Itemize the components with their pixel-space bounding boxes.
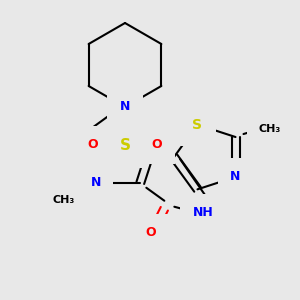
Text: S: S — [193, 118, 202, 132]
Text: O: O — [145, 226, 156, 239]
Text: CH₃: CH₃ — [52, 195, 75, 205]
Text: N: N — [91, 176, 101, 189]
Text: N: N — [120, 100, 130, 113]
Text: CH₃: CH₃ — [258, 124, 281, 134]
Text: O: O — [152, 139, 162, 152]
Text: N: N — [230, 170, 241, 184]
Text: O: O — [88, 139, 98, 152]
Text: S: S — [119, 137, 130, 152]
Text: NH: NH — [193, 206, 214, 219]
